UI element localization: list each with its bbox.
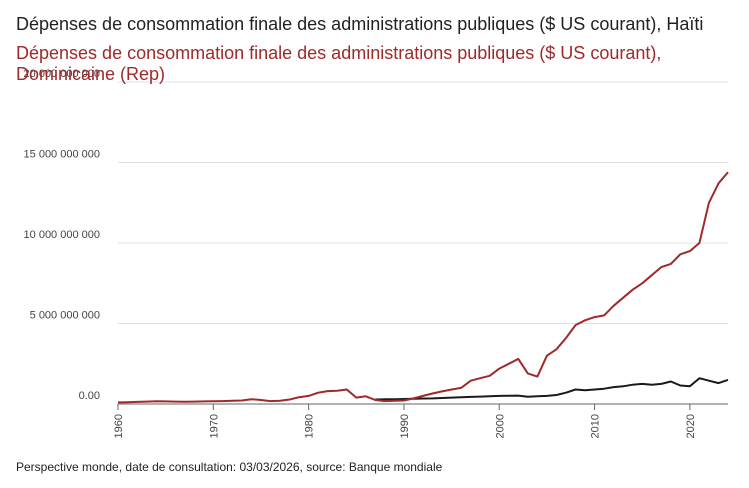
x-tick-label: 1990 (399, 414, 411, 438)
x-axis-ticks: 1960 1970 1980 1990 2000 2010 2020 (113, 404, 697, 438)
x-tick-label: 1960 (113, 414, 125, 438)
x-tick-label: 2000 (494, 414, 506, 438)
series-lines (117, 171, 729, 404)
y-tick-label: 0.00 (79, 390, 100, 402)
series-line-haiti[interactable] (375, 377, 729, 401)
x-tick-label: 2020 (685, 414, 697, 438)
series-line-dominicaine[interactable] (117, 171, 729, 404)
y-axis-ticks: 0.00 5 000 000 000 10 000 000 000 15 000 00… (24, 68, 100, 402)
y-tick-label: 20 000 000 000 (24, 68, 100, 80)
y-tick-label: 15 000 000 000 (24, 149, 100, 161)
x-tick-label: 1970 (208, 414, 220, 438)
gridlines (118, 81, 728, 405)
y-tick-label: 10 000 000 000 (24, 229, 100, 241)
source-footer: Perspective monde, date de consultation:… (16, 460, 443, 474)
x-tick-label: 2010 (590, 414, 602, 438)
x-tick-label: 1980 (304, 414, 316, 438)
chart-legend: Dépenses de consommation finale des admi… (16, 14, 716, 85)
legend-entry-dominicaine[interactable]: Dépenses de consommation finale des admi… (16, 43, 662, 84)
legend-entry-haiti[interactable]: Dépenses de consommation finale des admi… (16, 14, 704, 34)
y-tick-label: 5 000 000 000 (30, 310, 100, 322)
